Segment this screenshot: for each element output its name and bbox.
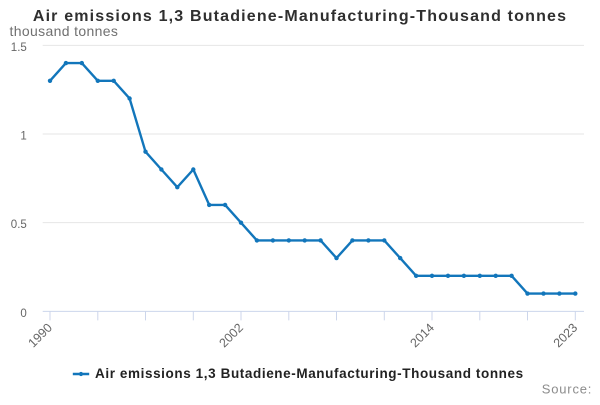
svg-text:0.5: 0.5 — [11, 219, 27, 231]
svg-text:1.5: 1.5 — [11, 42, 27, 54]
svg-text:Source:: Source: — [542, 381, 592, 396]
svg-text:0: 0 — [20, 308, 26, 320]
svg-text:1: 1 — [20, 131, 26, 143]
svg-text:Air emissions 1,3 Butadiene-Ma: Air emissions 1,3 Butadiene-Manufacturin… — [33, 8, 567, 25]
svg-text:Air emissions 1,3 Butadiene-Ma: Air emissions 1,3 Butadiene-Manufacturin… — [95, 366, 524, 381]
svg-text:thousand tonnes: thousand tonnes — [10, 23, 119, 39]
